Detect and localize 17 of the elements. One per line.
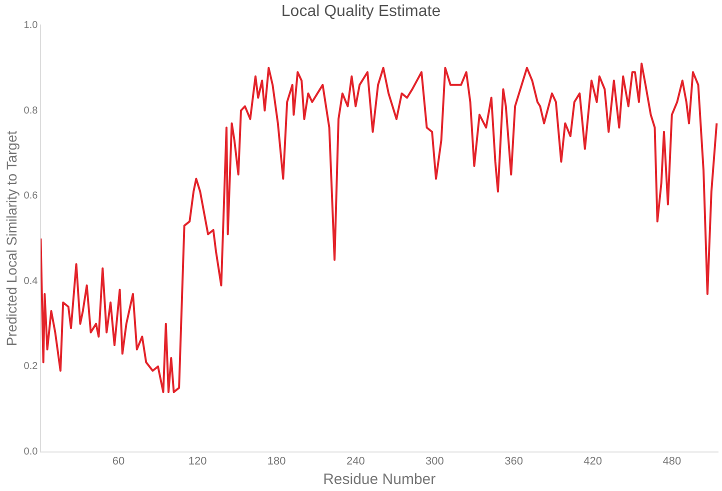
- x-tick-label: 60: [112, 455, 125, 468]
- x-tick-label: 240: [346, 455, 365, 468]
- x-tick-label: 420: [584, 455, 602, 468]
- y-axis-title: Predicted Local Similarity to Target: [3, 130, 20, 346]
- y-tick-label: 0.8: [24, 105, 38, 116]
- y-tick-label: 0.2: [24, 361, 38, 372]
- x-tick-label: 180: [267, 455, 286, 468]
- x-tick-label: 300: [426, 455, 444, 468]
- y-tick-label: 0.0: [24, 446, 38, 458]
- y-tick-label: 0.6: [24, 190, 38, 202]
- x-tick-label: 480: [662, 455, 682, 468]
- chart-title: Local Quality Estimate: [281, 3, 441, 20]
- y-tick-label: 1.0: [24, 20, 38, 31]
- x-tick-label: 120: [188, 455, 207, 468]
- x-tick-label: 360: [504, 455, 523, 468]
- y-tick-label: 0.4: [24, 276, 38, 287]
- x-axis-title: Residue Number: [323, 471, 436, 488]
